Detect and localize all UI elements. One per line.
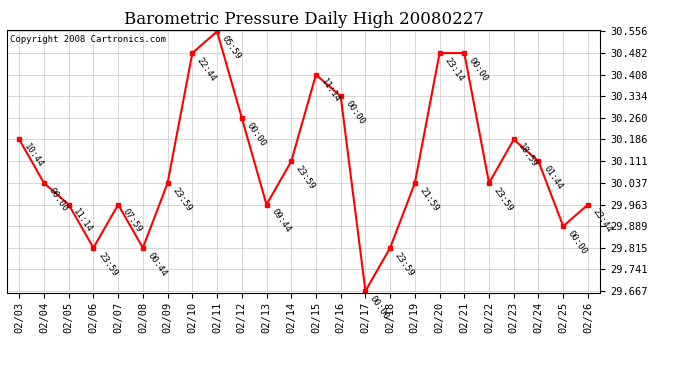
Text: 00:00: 00:00: [566, 229, 589, 256]
Text: 10:44: 10:44: [22, 142, 45, 170]
Text: 18:59: 18:59: [517, 142, 540, 170]
Text: 00:00: 00:00: [467, 56, 490, 83]
Text: 00:00: 00:00: [47, 186, 70, 213]
Text: Copyright 2008 Cartronics.com: Copyright 2008 Cartronics.com: [10, 35, 166, 44]
Text: 05:59: 05:59: [220, 34, 243, 62]
Text: 07:59: 07:59: [121, 207, 144, 235]
Title: Barometric Pressure Daily High 20080227: Barometric Pressure Daily High 20080227: [124, 12, 484, 28]
Text: 11:14: 11:14: [72, 207, 95, 235]
Text: 21:59: 21:59: [417, 186, 440, 213]
Text: 23:14: 23:14: [442, 56, 465, 83]
Text: 00:00: 00:00: [368, 294, 391, 321]
Text: 23:59: 23:59: [170, 186, 193, 213]
Text: 01:44: 01:44: [541, 164, 564, 191]
Text: 11:14: 11:14: [319, 78, 342, 105]
Text: 23:59: 23:59: [96, 251, 119, 278]
Text: 23:59: 23:59: [294, 164, 317, 191]
Text: 23:44: 23:44: [591, 207, 613, 235]
Text: 23:59: 23:59: [492, 186, 515, 213]
Text: 23:59: 23:59: [393, 251, 415, 278]
Text: 09:44: 09:44: [269, 207, 292, 235]
Text: 22:44: 22:44: [195, 56, 218, 83]
Text: 00:44: 00:44: [146, 251, 168, 278]
Text: 00:00: 00:00: [244, 121, 267, 148]
Text: 00:00: 00:00: [344, 99, 366, 126]
